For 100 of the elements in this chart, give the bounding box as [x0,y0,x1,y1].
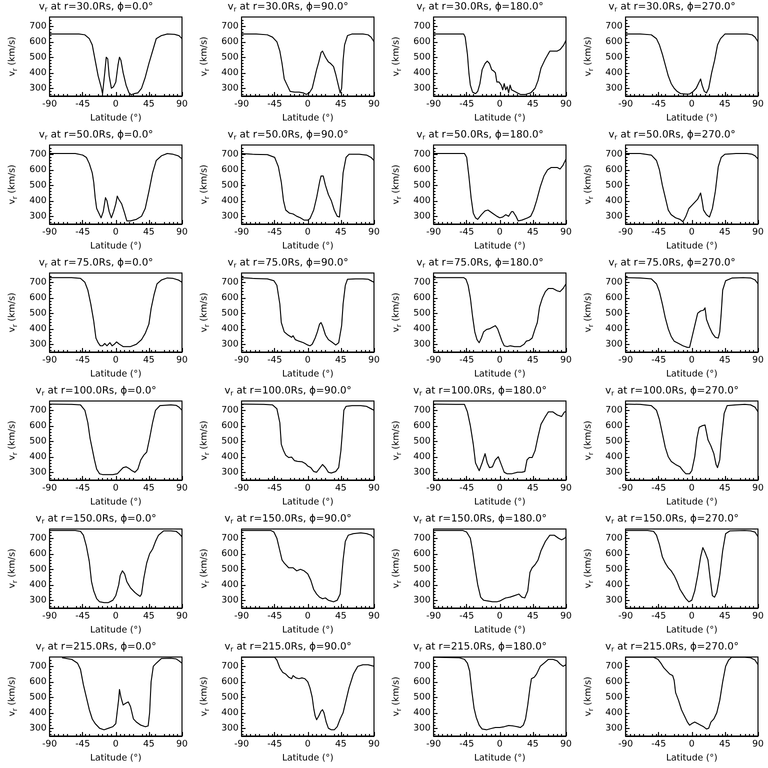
y-tick-label: 400 [221,324,239,334]
y-tick-label: 700 [29,533,47,544]
y-tick-label: 400 [605,68,623,78]
x-axis-title: Latitude (°) [666,241,718,252]
y-tick-label: 500 [605,692,623,702]
y-tick-label: 400 [29,708,47,718]
x-tick-label: 90 [368,484,380,494]
y-tick-label: 400 [221,708,239,718]
x-tick-label: -90 [618,612,634,622]
y-tick-label: 600 [605,420,623,431]
y-tick-label: 700 [221,405,239,416]
x-tick-label: 45 [143,484,155,494]
y-tick-label: 400 [413,68,431,78]
x-tick-label: 45 [335,228,347,238]
y-tick-label: 600 [413,676,431,687]
x-tick-label: 45 [335,740,347,750]
x-tick-label: -45 [267,100,282,110]
y-tick-label: 600 [29,420,47,431]
y-tick-label: 300 [29,723,47,734]
x-axis-title: Latitude (°) [666,753,718,764]
y-tick-label: 400 [413,708,431,718]
x-tick-label: 0 [496,100,503,110]
x-tick-label: -90 [234,356,250,366]
y-tick-label: 600 [605,676,623,687]
x-tick-label: -45 [267,228,282,238]
y-tick-label: 600 [221,36,239,47]
y-tick-label: 300 [413,339,431,350]
x-tick-label: -45 [651,740,666,750]
y-tick-label: 500 [29,436,47,446]
x-tick-label: 90 [176,100,188,110]
x-tick-label: 0 [496,228,503,238]
x-tick-label: -90 [42,228,58,238]
x-tick-label: -90 [42,356,58,366]
x-axis-title: Latitude (°) [90,369,142,380]
x-tick-label: 45 [527,740,539,750]
y-tick-label: 300 [29,339,47,350]
x-tick-label: 0 [688,484,695,494]
x-tick-label: 0 [304,740,311,750]
y-tick-label: 700 [221,661,239,672]
y-tick-label: 600 [221,292,239,303]
y-tick-label: 700 [413,277,431,288]
x-axis-title: Latitude (°) [282,113,334,124]
y-tick-label: 300 [221,339,239,350]
y-tick-label: 600 [413,36,431,47]
x-tick-label: -90 [618,740,634,750]
y-tick-label: 600 [221,548,239,559]
x-tick-label: -90 [234,740,250,750]
x-tick-label: 0 [304,100,311,110]
y-tick-label: 600 [29,292,47,303]
x-tick-label: -45 [459,740,474,750]
x-tick-label: 45 [335,612,347,622]
x-tick-label: 90 [752,740,764,750]
x-tick-label: 90 [368,100,380,110]
y-tick-label: 600 [605,164,623,175]
x-tick-label: 0 [496,740,503,750]
x-axis-title: Latitude (°) [474,241,526,252]
x-tick-label: -45 [267,484,282,494]
x-tick-label: -45 [651,356,666,366]
y-tick-label: 300 [29,595,47,606]
y-tick-label: 700 [413,661,431,672]
x-tick-label: 45 [719,356,731,366]
y-tick-label: 400 [605,452,623,462]
y-tick-label: 300 [29,211,47,222]
y-tick-label: 300 [221,467,239,478]
x-tick-label: -90 [234,100,250,110]
x-tick-label: 45 [527,484,539,494]
y-tick-label: 600 [413,548,431,559]
x-tick-label: 90 [368,356,380,366]
y-tick-label: 500 [29,308,47,318]
y-tick-label: 700 [29,21,47,32]
y-tick-label: 500 [605,564,623,574]
y-tick-label: 400 [605,196,623,206]
x-tick-label: -90 [234,228,250,238]
y-tick-label: 500 [29,180,47,190]
y-tick-label: 700 [413,533,431,544]
x-tick-label: -45 [267,612,282,622]
x-tick-label: 90 [368,228,380,238]
x-axis-title: Latitude (°) [282,625,334,636]
y-tick-label: 400 [413,580,431,590]
x-tick-label: -45 [75,484,90,494]
y-tick-label: 300 [605,339,623,350]
y-tick-label: 500 [29,52,47,62]
x-tick-label: 0 [688,228,695,238]
y-tick-label: 600 [221,676,239,687]
y-tick-label: 300 [413,211,431,222]
x-tick-label: 90 [560,228,572,238]
x-tick-label: 0 [112,228,119,238]
x-tick-label: -45 [459,100,474,110]
y-tick-label: 700 [221,533,239,544]
y-tick-label: 300 [221,723,239,734]
x-tick-label: -90 [426,612,442,622]
x-tick-label: 0 [112,356,119,366]
y-tick-label: 300 [221,83,239,94]
x-tick-label: 45 [335,484,347,494]
x-tick-label: 90 [752,356,764,366]
x-tick-label: -45 [75,228,90,238]
y-tick-label: 600 [29,548,47,559]
x-tick-label: 45 [143,228,155,238]
x-axis-title: Latitude (°) [282,753,334,764]
x-tick-label: 0 [112,612,119,622]
